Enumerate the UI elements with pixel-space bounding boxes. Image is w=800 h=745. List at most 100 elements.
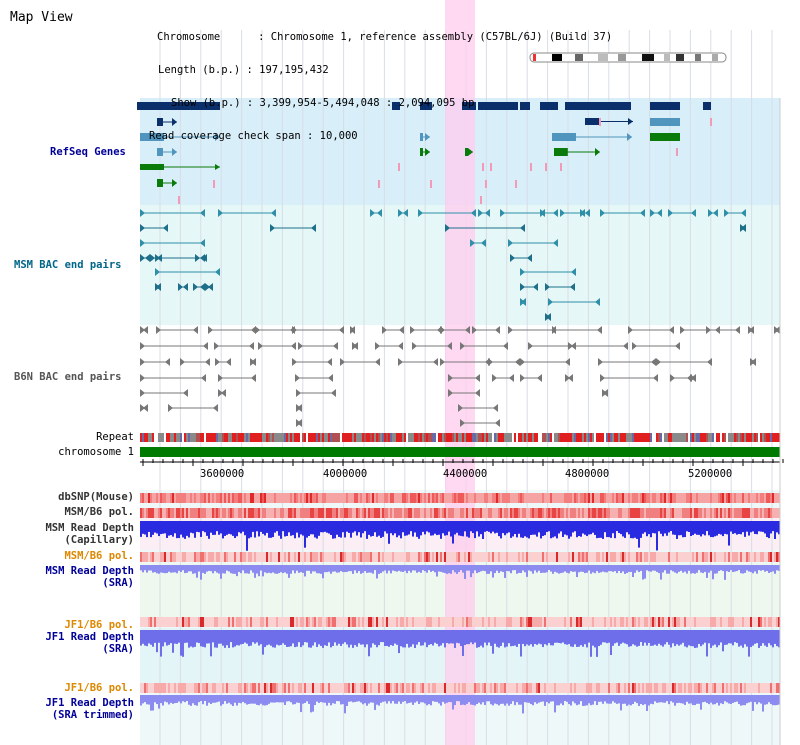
- read-depth-bar: [356, 565, 358, 574]
- read-depth-bar: [170, 565, 172, 573]
- read-depth-bar: [618, 695, 620, 704]
- track-label-msm-depth-sra[interactable]: MSM Read Depth: [45, 565, 134, 577]
- read-depth-bar: [358, 630, 360, 644]
- read-depth-bar: [372, 695, 374, 703]
- read-depth-bar: [428, 695, 430, 705]
- read-depth-bar: [498, 565, 500, 573]
- read-depth-bar: [480, 695, 482, 705]
- read-depth-bar: [260, 565, 262, 571]
- polymorphism-cell: [414, 552, 416, 562]
- read-depth-bar: [606, 630, 608, 644]
- read-depth-bar: [150, 565, 152, 571]
- gene-exon: [552, 133, 576, 141]
- track-label-msm-bac[interactable]: MSM BAC end pairs: [14, 259, 122, 271]
- read-depth-bar: [720, 630, 722, 643]
- read-depth-bar: [346, 565, 348, 572]
- polymorphism-cell: [326, 552, 328, 562]
- polymorphism-cell: [282, 508, 284, 518]
- read-depth-bar: [292, 521, 294, 536]
- track-label-chromosome[interactable]: chromosome 1: [58, 446, 134, 458]
- repeat-segment: [454, 433, 456, 442]
- bac-end: [213, 404, 218, 412]
- polymorphism-cell: [718, 493, 720, 503]
- read-depth-bar: [742, 695, 744, 706]
- polymorphism-cell: [370, 508, 372, 518]
- read-depth-bar: [276, 695, 278, 703]
- track-label-jf1-depth-trimmed[interactable]: JF1 Read Depth: [45, 697, 134, 709]
- read-depth-bar: [626, 630, 628, 645]
- polymorphism-cell: [546, 617, 548, 627]
- polymorphism-cell: [772, 617, 774, 627]
- read-depth-bar: [158, 521, 160, 537]
- read-depth-bar: [478, 521, 480, 537]
- polymorphism-cell: [546, 493, 548, 503]
- bac-end: [292, 358, 297, 366]
- read-depth-bar: [286, 521, 288, 537]
- bac-end: [382, 326, 387, 334]
- repeat-segment: [518, 433, 520, 442]
- read-depth-bar: [150, 695, 152, 711]
- polymorphism-cell: [712, 508, 714, 518]
- read-depth-bar: [264, 695, 266, 706]
- repeat-segment: [148, 433, 150, 442]
- read-depth-bar: [354, 521, 356, 532]
- polymorphism-cell: [368, 493, 370, 503]
- track-label-refseq-genes[interactable]: RefSeq Genes: [50, 146, 126, 158]
- track-label-msm-depth-capillary[interactable]: MSM Read Depth: [45, 522, 134, 534]
- track-label-jf1-b6-pol-2[interactable]: JF1/B6 pol.: [64, 682, 134, 694]
- read-depth-bar: [572, 521, 574, 533]
- polymorphism-cell: [622, 508, 624, 518]
- read-depth-bar: [232, 521, 234, 536]
- track-label-b6n-bac[interactable]: B6N BAC end pairs: [14, 371, 122, 383]
- repeat-segment: [636, 433, 638, 442]
- polymorphism-cell: [398, 508, 400, 518]
- track-label-dbsnp[interactable]: dbSNP(Mouse): [58, 491, 134, 503]
- polymorphism-cell: [580, 493, 582, 503]
- repeat-segment: [566, 433, 568, 442]
- track-label-jf1-depth-sra[interactable]: JF1 Read Depth: [45, 631, 134, 643]
- read-depth-bar: [194, 565, 196, 574]
- gene-exon: [520, 102, 530, 110]
- read-depth-bar: [426, 630, 428, 648]
- polymorphism-cell: [478, 683, 480, 693]
- track-label-repeat[interactable]: Repeat: [96, 431, 134, 443]
- read-depth-bar: [574, 521, 576, 532]
- read-depth-bar: [360, 630, 362, 645]
- polymorphism-cell: [542, 617, 544, 627]
- polymorphism-cell: [312, 493, 314, 503]
- repeat-segment: [284, 433, 286, 442]
- polymorphism-cell: [186, 508, 188, 518]
- read-depth-bar: [224, 521, 226, 536]
- read-depth-bar: [774, 630, 776, 644]
- read-depth-bar: [590, 695, 592, 706]
- track-label-msm-b6-pol-1[interactable]: MSM/B6 pol.: [64, 506, 134, 518]
- polymorphism-cell: [358, 508, 360, 518]
- polymorphism-cell: [598, 493, 600, 503]
- read-depth-bar: [186, 565, 188, 573]
- polymorphism-cell: [498, 493, 500, 503]
- polymorphism-cell: [198, 493, 200, 503]
- polymorphism-cell: [702, 552, 704, 562]
- read-depth-bar: [170, 521, 172, 536]
- polymorphism-cell: [538, 617, 540, 627]
- polymorphism-cell: [208, 617, 210, 627]
- read-depth-bar: [500, 695, 502, 704]
- read-depth-bar: [376, 565, 378, 579]
- track-label-msm-b6-pol-2[interactable]: MSM/B6 pol.: [64, 550, 134, 562]
- read-depth-bar: [750, 695, 752, 702]
- track-label-jf1-b6-pol-1[interactable]: JF1/B6 pol.: [64, 619, 134, 631]
- polymorphism-cell: [228, 617, 230, 627]
- read-depth-bar: [680, 521, 682, 536]
- read-depth-bar: [240, 565, 242, 574]
- polymorphism-cell: [302, 617, 304, 627]
- polymorphism-cell: [192, 683, 194, 693]
- polymorphism-cell: [308, 617, 310, 627]
- polymorphism-cell: [242, 617, 244, 627]
- read-depth-bar: [270, 565, 272, 574]
- repeat-segment: [380, 433, 382, 442]
- read-depth-bar: [676, 565, 678, 574]
- read-depth-bar: [536, 630, 538, 645]
- polymorphism-cell: [462, 617, 464, 627]
- repeat-segment: [722, 433, 724, 442]
